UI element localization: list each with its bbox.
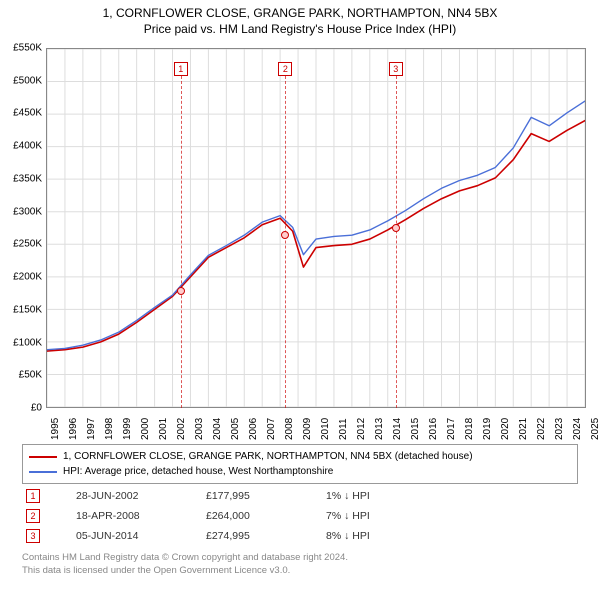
x-axis-tick-label: 1996 [68, 418, 79, 440]
y-axis-tick-label: £50K [19, 370, 42, 381]
sale-row: 2 18-APR-2008 £264,000 7% ↓ HPI [22, 506, 578, 526]
x-axis-tick-label: 2005 [230, 418, 241, 440]
x-axis-tick-label: 2024 [572, 418, 583, 440]
x-axis-tick-label: 2004 [212, 418, 223, 440]
legend-row-hpi: HPI: Average price, detached house, West… [29, 464, 571, 479]
sale-marker-box: 3 [389, 62, 403, 76]
sale-date: 28-JUN-2002 [76, 490, 206, 502]
sale-row: 3 05-JUN-2014 £274,995 8% ↓ HPI [22, 526, 578, 546]
sale-marker-dot [392, 224, 400, 232]
y-axis-tick-label: £200K [13, 272, 42, 283]
x-axis-tick-label: 1997 [86, 418, 97, 440]
legend-swatch-hpi [29, 471, 57, 473]
legend: 1, CORNFLOWER CLOSE, GRANGE PARK, NORTHA… [22, 444, 578, 484]
sale-marker-dot [281, 231, 289, 239]
y-axis-tick-label: £100K [13, 337, 42, 348]
x-axis-tick-label: 1999 [122, 418, 133, 440]
chart-plot-area [46, 48, 586, 408]
sales-table: 1 28-JUN-2002 £177,995 1% ↓ HPI 2 18-APR… [22, 486, 578, 546]
sale-row: 1 28-JUN-2002 £177,995 1% ↓ HPI [22, 486, 578, 506]
x-axis-tick-label: 2009 [302, 418, 313, 440]
x-axis-tick-label: 2018 [464, 418, 475, 440]
sale-marker-vline [181, 76, 182, 408]
title-line-1: 1, CORNFLOWER CLOSE, GRANGE PARK, NORTHA… [0, 6, 600, 22]
y-axis-tick-label: £0 [31, 403, 42, 414]
y-axis-tick-label: £550K [13, 43, 42, 54]
x-axis-tick-label: 2011 [338, 418, 349, 440]
x-axis-tick-label: 2014 [392, 418, 403, 440]
x-axis-tick-label: 1998 [104, 418, 115, 440]
y-axis-tick-label: £150K [13, 304, 42, 315]
sale-marker-badge: 1 [26, 489, 40, 503]
title-line-2: Price paid vs. HM Land Registry's House … [0, 22, 600, 38]
x-axis-tick-label: 2007 [266, 418, 277, 440]
footer-attribution: Contains HM Land Registry data © Crown c… [22, 552, 348, 578]
x-axis-tick-label: 2017 [446, 418, 457, 440]
y-axis-tick-label: £350K [13, 173, 42, 184]
sale-price: £177,995 [206, 490, 326, 502]
sale-diff: 1% ↓ HPI [326, 490, 578, 502]
x-axis-tick-label: 2013 [374, 418, 385, 440]
y-axis-tick-label: £450K [13, 108, 42, 119]
sale-marker-vline [285, 76, 286, 408]
x-axis-tick-label: 2010 [320, 418, 331, 440]
x-axis-tick-label: 2019 [482, 418, 493, 440]
chart-svg [47, 49, 585, 407]
x-axis-tick-label: 2000 [140, 418, 151, 440]
sale-marker-box: 1 [174, 62, 188, 76]
x-axis-tick-label: 2002 [176, 418, 187, 440]
x-axis-tick-label: 2015 [410, 418, 421, 440]
y-axis-tick-label: £250K [13, 239, 42, 250]
legend-label-hpi: HPI: Average price, detached house, West… [63, 464, 333, 479]
sale-marker-dot [177, 287, 185, 295]
footer-line-2: This data is licensed under the Open Gov… [22, 565, 348, 578]
x-axis-tick-label: 2001 [158, 418, 169, 440]
x-axis-tick-label: 2003 [194, 418, 205, 440]
x-axis-tick-label: 2021 [518, 418, 529, 440]
chart-title-block: 1, CORNFLOWER CLOSE, GRANGE PARK, NORTHA… [0, 0, 600, 37]
sale-price: £274,995 [206, 530, 326, 542]
x-axis-tick-label: 2016 [428, 418, 439, 440]
x-axis-tick-label: 2006 [248, 418, 259, 440]
x-axis-tick-label: 2008 [284, 418, 295, 440]
sale-marker-vline [396, 76, 397, 408]
x-axis-tick-label: 2012 [356, 418, 367, 440]
x-axis-tick-label: 2020 [500, 418, 511, 440]
x-axis-tick-label: 2023 [554, 418, 565, 440]
y-axis-tick-label: £300K [13, 206, 42, 217]
sale-marker-box: 2 [278, 62, 292, 76]
sale-diff: 7% ↓ HPI [326, 510, 578, 522]
legend-swatch-property [29, 456, 57, 458]
sale-date: 05-JUN-2014 [76, 530, 206, 542]
legend-label-property: 1, CORNFLOWER CLOSE, GRANGE PARK, NORTHA… [63, 449, 473, 464]
x-axis-tick-label: 2025 [590, 418, 600, 440]
x-axis-tick-label: 2022 [536, 418, 547, 440]
x-axis-tick-label: 1995 [50, 418, 61, 440]
sale-price: £264,000 [206, 510, 326, 522]
sale-diff: 8% ↓ HPI [326, 530, 578, 542]
y-axis-tick-label: £500K [13, 75, 42, 86]
y-axis-tick-label: £400K [13, 141, 42, 152]
sale-marker-badge: 2 [26, 509, 40, 523]
sale-marker-badge: 3 [26, 529, 40, 543]
footer-line-1: Contains HM Land Registry data © Crown c… [22, 552, 348, 565]
sale-date: 18-APR-2008 [76, 510, 206, 522]
legend-row-property: 1, CORNFLOWER CLOSE, GRANGE PARK, NORTHA… [29, 449, 571, 464]
